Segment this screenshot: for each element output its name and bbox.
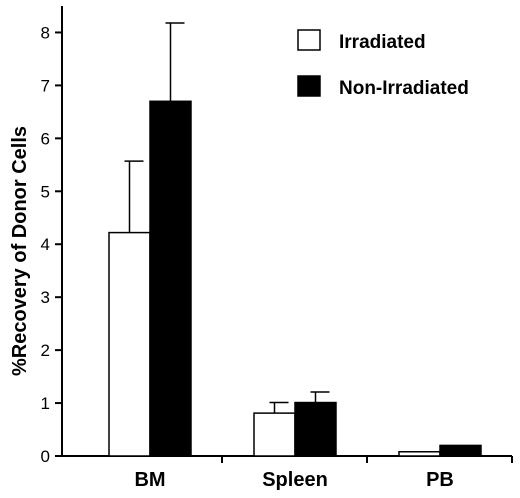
error-bars (124, 22, 330, 414)
legend-label: Non-Irradiated (339, 78, 469, 99)
y-tick-label: 5 (41, 182, 50, 201)
y-tick-label: 1 (41, 394, 50, 413)
bar (439, 444, 482, 457)
bars (108, 100, 482, 457)
y-tick-label: 2 (41, 341, 50, 360)
bar (108, 231, 151, 457)
y-tick-label: 0 (41, 447, 50, 466)
y-tick-label: 8 (41, 23, 50, 42)
y-axis-title: %Recovery of Donor Cells (9, 126, 31, 376)
bar (253, 412, 296, 457)
legend-swatch (297, 75, 321, 97)
bar (398, 451, 441, 457)
y-tick-label: 6 (41, 129, 50, 148)
x-tick-label: BM (134, 469, 165, 491)
y-tick-label: 3 (41, 288, 50, 307)
legend-label: Irradiated (339, 32, 426, 53)
y-tick-label: 7 (41, 76, 50, 95)
x-axis-ticks: BM Spleen PB (134, 456, 513, 491)
x-tick-label: PB (426, 469, 454, 491)
legend: Irradiated Non-Irradiated (297, 29, 469, 99)
y-axis-ticks: 0 1 2 3 4 5 6 7 8 (41, 23, 62, 466)
legend-swatch (297, 29, 321, 51)
bar (294, 401, 337, 457)
x-tick-label: Spleen (262, 469, 328, 491)
bar (149, 100, 192, 457)
y-tick-label: 4 (41, 235, 50, 254)
